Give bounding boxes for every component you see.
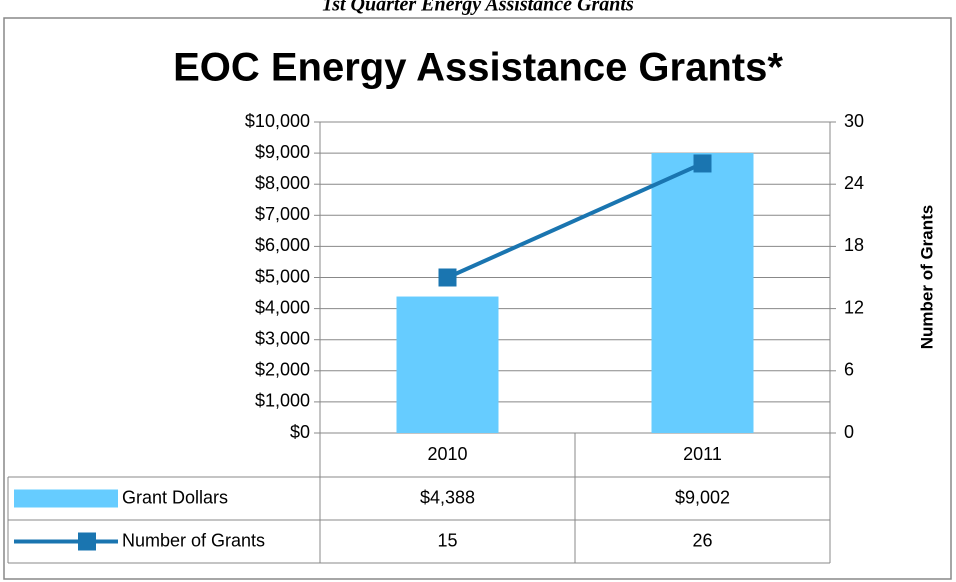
x-tick-label: 2011 bbox=[683, 444, 722, 464]
y-tick-label: $7,000 bbox=[255, 204, 310, 224]
x-tick-label: 2010 bbox=[427, 444, 467, 464]
bar bbox=[651, 153, 754, 434]
y-tick-label: $5,000 bbox=[255, 266, 310, 286]
y-tick-label: $10,000 bbox=[245, 111, 310, 131]
legend-label: Number of Grants bbox=[122, 530, 265, 550]
table-value: 15 bbox=[437, 530, 457, 550]
y2-tick-label: 6 bbox=[844, 360, 854, 380]
line-marker bbox=[438, 268, 457, 287]
y2-tick-label: 24 bbox=[844, 173, 864, 193]
y-tick-label: $4,000 bbox=[255, 297, 310, 317]
y-tick-label: $1,000 bbox=[255, 391, 310, 411]
chart-title: EOC Energy Assistance Grants* bbox=[173, 46, 783, 90]
line-marker bbox=[693, 154, 712, 173]
legend-label: Grant Dollars bbox=[122, 487, 228, 507]
y2-tick-label: 0 bbox=[844, 422, 854, 442]
y-tick-label: $2,000 bbox=[255, 360, 310, 380]
line bbox=[446, 161, 704, 280]
y2-axis-label: Number of Grants bbox=[917, 205, 936, 350]
y-tick-label: $0 bbox=[290, 422, 310, 442]
y-tick-label: $6,000 bbox=[255, 235, 310, 255]
y2-tick-label: 12 bbox=[844, 297, 864, 317]
y-tick-label: $8,000 bbox=[255, 173, 310, 193]
page-subtitle: 1st Quarter Energy Assistance Grants bbox=[322, 0, 634, 16]
y-tick-label: $9,000 bbox=[255, 142, 310, 162]
table-value: $4,388 bbox=[420, 487, 475, 507]
y-tick-label: $3,000 bbox=[255, 328, 310, 348]
legend-key-bar bbox=[14, 489, 118, 508]
table-value: $9,002 bbox=[675, 487, 730, 507]
table-value: 26 bbox=[692, 530, 712, 550]
legend-key-marker bbox=[78, 532, 96, 551]
y2-tick-label: 30 bbox=[844, 111, 864, 131]
bar bbox=[396, 296, 499, 433]
y2-tick-label: 18 bbox=[844, 235, 864, 255]
